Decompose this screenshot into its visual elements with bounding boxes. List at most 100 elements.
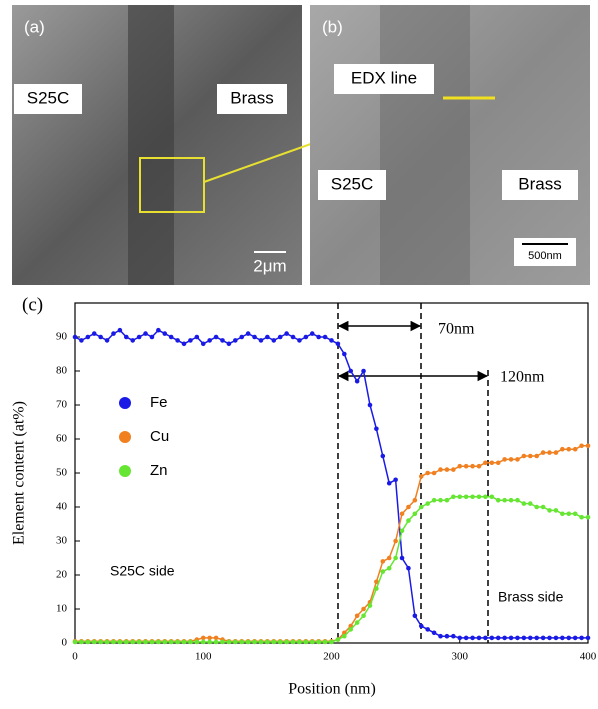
data-point (554, 508, 559, 513)
data-point (368, 603, 373, 608)
data-point (304, 335, 309, 340)
data-point (566, 512, 571, 517)
data-point (393, 539, 398, 544)
data-point (118, 640, 123, 645)
data-point (470, 464, 475, 469)
legend-label: Fe (150, 394, 168, 411)
data-point (297, 338, 302, 343)
data-point (515, 636, 520, 641)
data-point (130, 338, 135, 343)
data-point (336, 637, 341, 642)
data-point (413, 614, 418, 619)
data-point (316, 640, 321, 645)
data-point (477, 495, 482, 500)
data-point (355, 379, 360, 384)
data-point (586, 515, 591, 520)
data-point (502, 498, 507, 503)
x-tick-label: 400 (580, 651, 597, 663)
x-tick-label: 0 (72, 651, 78, 663)
data-point (477, 464, 482, 469)
data-point (284, 640, 289, 645)
data-point (355, 614, 360, 619)
data-point (509, 636, 514, 641)
data-point (130, 640, 135, 645)
y-tick-label: 50 (56, 467, 68, 479)
interface-band (380, 5, 470, 285)
data-point (496, 636, 501, 641)
data-point (73, 640, 78, 645)
data-point (348, 369, 353, 374)
data-point (445, 634, 450, 639)
data-point (310, 331, 315, 336)
data-point (111, 331, 116, 336)
data-point (425, 471, 430, 476)
legend-label: Zn (150, 462, 168, 479)
annotation: Brass side (498, 589, 564, 605)
data-point (188, 640, 193, 645)
data-point (361, 607, 366, 612)
data-point (98, 335, 103, 340)
data-point (278, 640, 283, 645)
data-point (348, 627, 353, 632)
data-point (528, 636, 533, 641)
data-point (432, 631, 437, 636)
data-point (400, 529, 405, 534)
data-point (464, 495, 469, 500)
data-point (297, 640, 302, 645)
data-point (528, 501, 533, 506)
data-point (246, 640, 251, 645)
data-point (554, 636, 559, 641)
data-point (156, 328, 161, 333)
legend-marker (119, 431, 131, 443)
data-point (393, 478, 398, 483)
data-point (291, 335, 296, 340)
data-point (477, 636, 482, 641)
data-point (361, 369, 366, 374)
scale-label: 500nm (528, 250, 562, 262)
data-point (355, 620, 360, 625)
data-point (470, 495, 475, 500)
data-point (73, 335, 78, 340)
data-point (195, 640, 200, 645)
figure: (a) S25C Brass 2μm (b) EDX line S25C Bra… (0, 0, 598, 704)
data-point (374, 427, 379, 432)
y-tick-label: 10 (56, 603, 68, 615)
data-point (522, 636, 527, 641)
data-point (182, 342, 187, 347)
legend-marker (119, 397, 131, 409)
data-point (291, 640, 296, 645)
data-point (528, 454, 533, 459)
data-point (451, 467, 456, 472)
data-point (169, 640, 174, 645)
data-point (413, 512, 418, 517)
data-point (323, 640, 328, 645)
data-point (201, 342, 206, 347)
data-point (368, 403, 373, 408)
data-point (413, 498, 418, 503)
data-point (143, 640, 148, 645)
data-point (92, 640, 97, 645)
data-point (329, 640, 334, 645)
data-point (438, 498, 443, 503)
data-point (316, 335, 321, 340)
data-point (265, 640, 270, 645)
data-point (105, 640, 110, 645)
x-tick-label: 100 (195, 651, 212, 663)
data-point (400, 556, 405, 561)
data-point (239, 335, 244, 340)
data-point (451, 634, 456, 639)
data-point (259, 338, 264, 343)
data-point (150, 335, 155, 340)
data-point (387, 566, 392, 571)
data-point (233, 640, 238, 645)
data-point (361, 614, 366, 619)
data-point (143, 331, 148, 336)
data-point (419, 505, 424, 510)
data-point (86, 640, 91, 645)
data-point (445, 467, 450, 472)
region-label: S25C (27, 88, 70, 107)
data-point (425, 501, 430, 506)
data-point (509, 457, 514, 462)
data-point (490, 636, 495, 641)
figure-svg: (a) S25C Brass 2μm (b) EDX line S25C Bra… (0, 0, 598, 704)
